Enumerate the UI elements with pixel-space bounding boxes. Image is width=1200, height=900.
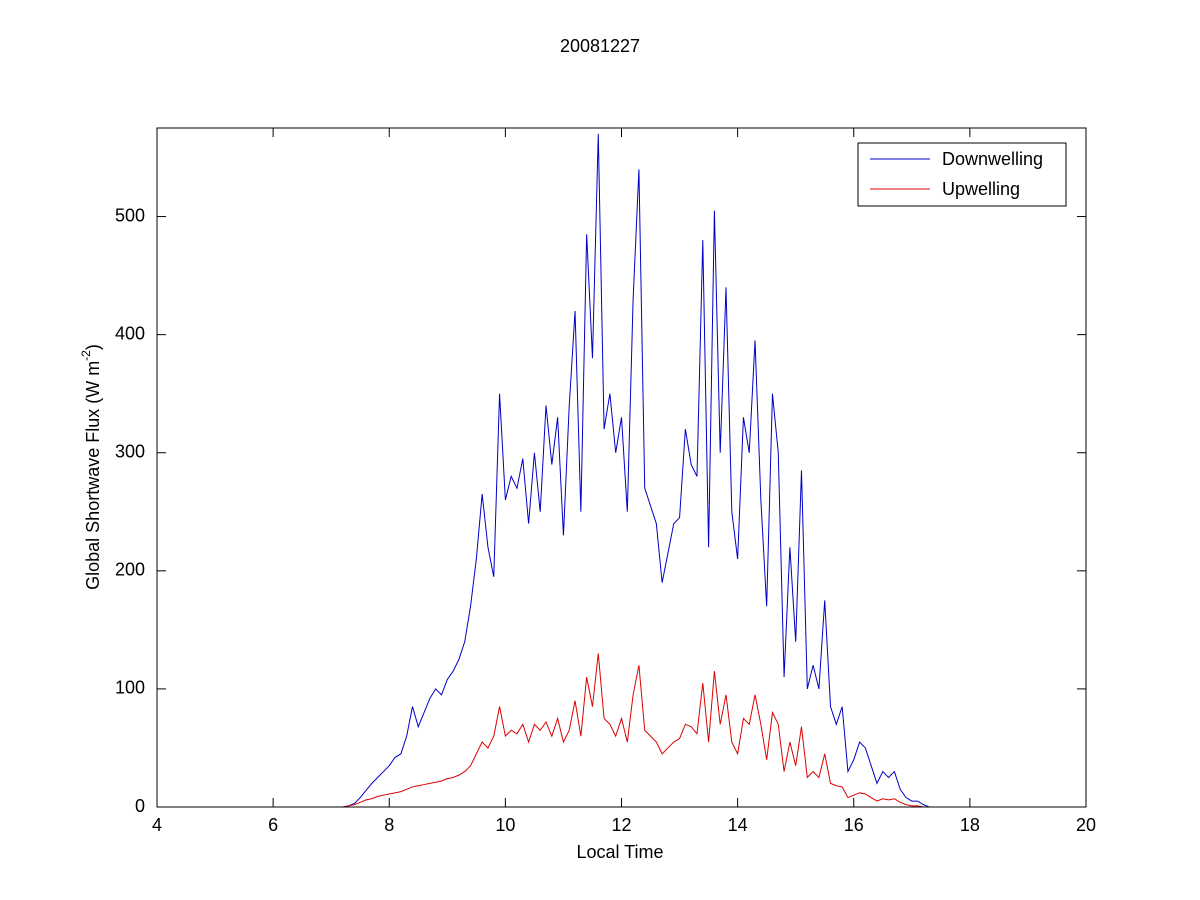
x-tick-label: 16 [844,815,864,835]
y-tick-label: 0 [135,796,145,816]
y-axis-label-sup: -2 [79,350,93,361]
x-tick-label: 8 [384,815,394,835]
y-tick-label: 100 [115,678,145,698]
y-axis-label: Global Shortwave Flux (W m-2) [79,344,103,590]
x-tick-label: 20 [1076,815,1096,835]
y-tick-label: 400 [115,323,145,343]
x-tick-label: 12 [611,815,631,835]
y-tick-label: 500 [115,205,145,225]
x-tick-label: 4 [152,815,162,835]
y-tick-label: 300 [115,441,145,461]
y-tick-label: 200 [115,560,145,580]
legend-label: Upwelling [942,179,1020,199]
legend-label: Downwelling [942,149,1043,169]
x-tick-label: 10 [495,815,515,835]
y-axis-label-main: Global Shortwave Flux (W m [83,361,103,590]
x-axis-label: Local Time [576,842,663,862]
plot-area [157,128,1086,807]
x-tick-label: 14 [728,815,748,835]
x-tick-label: 18 [960,815,980,835]
legend-box [857,142,1067,207]
x-tick-label: 6 [268,815,278,835]
data-line [331,133,941,808]
chart-title: 20081227 [560,36,640,56]
data-line [331,653,941,808]
y-axis-label-end: ) [83,344,103,350]
axes-box [156,127,1087,808]
